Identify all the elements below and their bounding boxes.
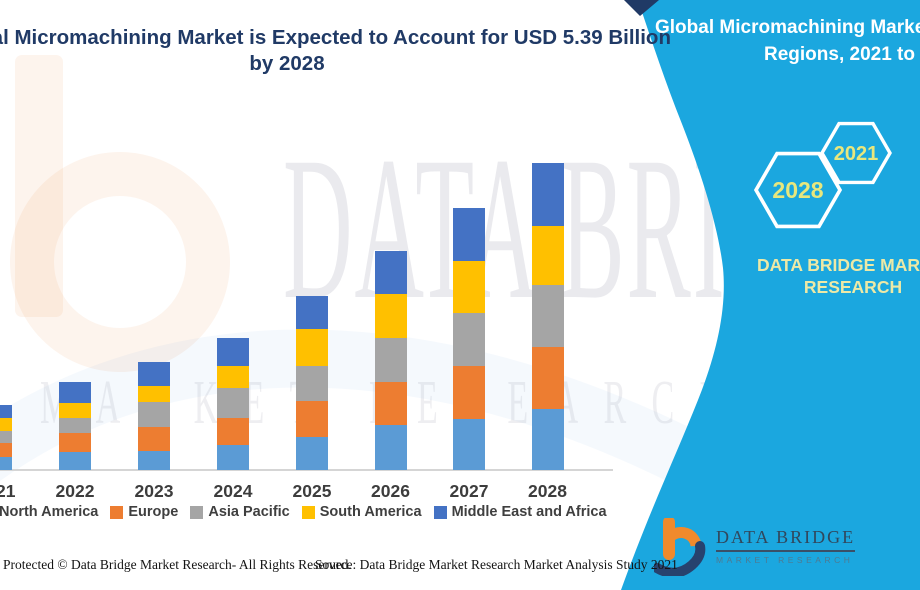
- bar-2021-europe: [0, 443, 12, 457]
- databridge-logo-b-icon: [654, 518, 706, 576]
- side-panel-brand-line1: DATA BRIDGE MARKET: [757, 255, 920, 275]
- watermark-swoosh-icon: [0, 329, 719, 489]
- legend-item-europe: Europe: [110, 504, 178, 520]
- bar-2022-middle-east-and-africa: [59, 381, 91, 403]
- bar-2026-south-america: [374, 293, 407, 338]
- bar-2026-europe: [374, 381, 407, 425]
- legend-item-middle-east-and-africa: Middle East and Africa: [433, 504, 607, 520]
- legend-label: Asia Pacific: [208, 504, 290, 520]
- x-axis-label-2022: 2022: [55, 481, 95, 501]
- bar-2025-middle-east-and-africa: [296, 296, 328, 330]
- bar-2023-south-america: [138, 385, 170, 402]
- bar-2021-middle-east-and-africa: [0, 404, 12, 418]
- x-axis-label-2028: 2028: [528, 481, 567, 501]
- legend-item-south-america: South America: [301, 504, 422, 520]
- bar-2026-asia-pacific: [374, 337, 407, 382]
- bar-2021-north-america: [0, 456, 12, 470]
- databridge-logo-title: DATA BRIDGE: [716, 527, 856, 552]
- hexagon-2021-label: 2021: [834, 143, 879, 165]
- bar-2026-north-america: [374, 425, 407, 470]
- side-panel-cyan-shape: [621, 0, 920, 590]
- bar-2028-middle-east-and-africa: [531, 162, 564, 226]
- chart-title: Global Micromachining Market is Expected…: [0, 25, 671, 77]
- watermark-databridge-b-icon: [10, 55, 230, 372]
- x-axis-label-2021: 2021: [0, 481, 16, 501]
- legend-swatch-icon: [190, 505, 204, 519]
- side-panel-heading-line1: Global Micromachining Market, By: [655, 17, 920, 38]
- bar-2028-europe: [531, 346, 564, 409]
- bar-2027-south-america: [453, 260, 485, 313]
- legend-swatch-icon: [110, 505, 124, 519]
- chart-legend: North America Europe Asia Pacific South Ame…: [0, 504, 607, 520]
- bar-2026-middle-east-and-africa: [374, 250, 407, 294]
- bar-2022-europe: [59, 433, 91, 452]
- bar-2027-asia-pacific: [453, 312, 485, 367]
- bar-2028-south-america: [531, 225, 564, 286]
- hexagon-2028-label: 2028: [772, 177, 823, 203]
- hexagon-2021-icon: [820, 121, 892, 185]
- corner-triangle-icon: [624, 0, 659, 16]
- x-axis-label-2027: 2027: [449, 481, 489, 501]
- bar-2023-asia-pacific: [138, 401, 170, 428]
- side-panel-brand: DATA BRIDGE MARKET RESEARCH: [757, 254, 920, 298]
- side-panel-heading-line2: Regions, 2021 to 2028: [764, 44, 920, 65]
- hexagon-2028-icon: [753, 151, 843, 229]
- bar-2024-asia-pacific: [217, 387, 249, 419]
- bar-2023-middle-east-and-africa: [138, 361, 170, 386]
- bar-2024-middle-east-and-africa: [217, 338, 249, 367]
- legend-label: North America: [0, 504, 99, 520]
- legend-label: Middle East and Africa: [451, 504, 607, 520]
- bar-2025-asia-pacific: [296, 365, 328, 401]
- bar-2022-asia-pacific: [59, 418, 91, 433]
- legend-item-asia-pacific: Asia Pacific: [190, 504, 290, 520]
- bar-2027-north-america: [453, 419, 485, 470]
- bar-2023-europe: [138, 427, 170, 451]
- chart-title-line1: Global Micromachining Market is Expected…: [0, 26, 671, 49]
- x-axis-label-2026: 2026: [371, 481, 410, 501]
- bar-2024-south-america: [217, 366, 249, 388]
- bar-2023-north-america: [138, 450, 170, 470]
- legend-label: Europe: [128, 504, 179, 520]
- footer-source: Source: Data Bridge Market Research Mark…: [315, 557, 678, 572]
- side-panel-brand-line2: RESEARCH: [803, 277, 903, 297]
- chart-title-line2: by 2028: [249, 52, 325, 75]
- hexagon-badges: 2028 2021: [753, 121, 892, 229]
- x-axis-label-2025: 2025: [292, 481, 332, 501]
- bar-2021-south-america: [0, 417, 12, 431]
- bar-2025-europe: [296, 400, 328, 437]
- bar-2025-south-america: [296, 329, 328, 366]
- x-axis-label-2024: 2024: [213, 481, 253, 501]
- legend-item-north-america: North America: [0, 504, 98, 520]
- stacked-bar-plot: [0, 162, 564, 470]
- legend-swatch-icon: [433, 505, 447, 519]
- bar-2021-asia-pacific: [0, 430, 12, 444]
- bar-2028-north-america: [531, 409, 564, 470]
- bar-2027-europe: [453, 366, 485, 420]
- bar-2024-north-america: [217, 444, 249, 470]
- databridge-logo-subtitle: MARKET RESEARCH: [716, 555, 854, 565]
- legend-label: South America: [319, 504, 422, 520]
- bar-2025-north-america: [296, 436, 328, 470]
- bar-2022-north-america: [59, 451, 91, 470]
- bar-2022-south-america: [59, 402, 91, 419]
- databridge-logo: DATA BRIDGE MARKET RESEARCH: [654, 518, 856, 576]
- footer-copyright: Protected © Data Bridge Market Research-…: [3, 557, 352, 572]
- legend-swatch-icon: [301, 505, 315, 519]
- bar-2028-asia-pacific: [531, 285, 564, 347]
- bar-2027-middle-east-and-africa: [453, 207, 485, 261]
- bar-2024-europe: [217, 418, 249, 445]
- x-axis-label-2023: 2023: [134, 481, 174, 501]
